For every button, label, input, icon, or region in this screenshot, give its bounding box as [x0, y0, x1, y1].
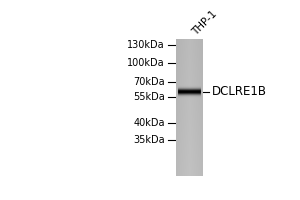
Text: DCLRE1B: DCLRE1B [212, 85, 266, 98]
Text: 40kDa: 40kDa [134, 118, 165, 128]
Text: 130kDa: 130kDa [127, 40, 165, 50]
Text: THP-1: THP-1 [190, 9, 219, 37]
Text: 35kDa: 35kDa [133, 135, 165, 145]
Text: 55kDa: 55kDa [133, 92, 165, 102]
Text: 70kDa: 70kDa [133, 77, 165, 87]
Text: 100kDa: 100kDa [127, 58, 165, 68]
